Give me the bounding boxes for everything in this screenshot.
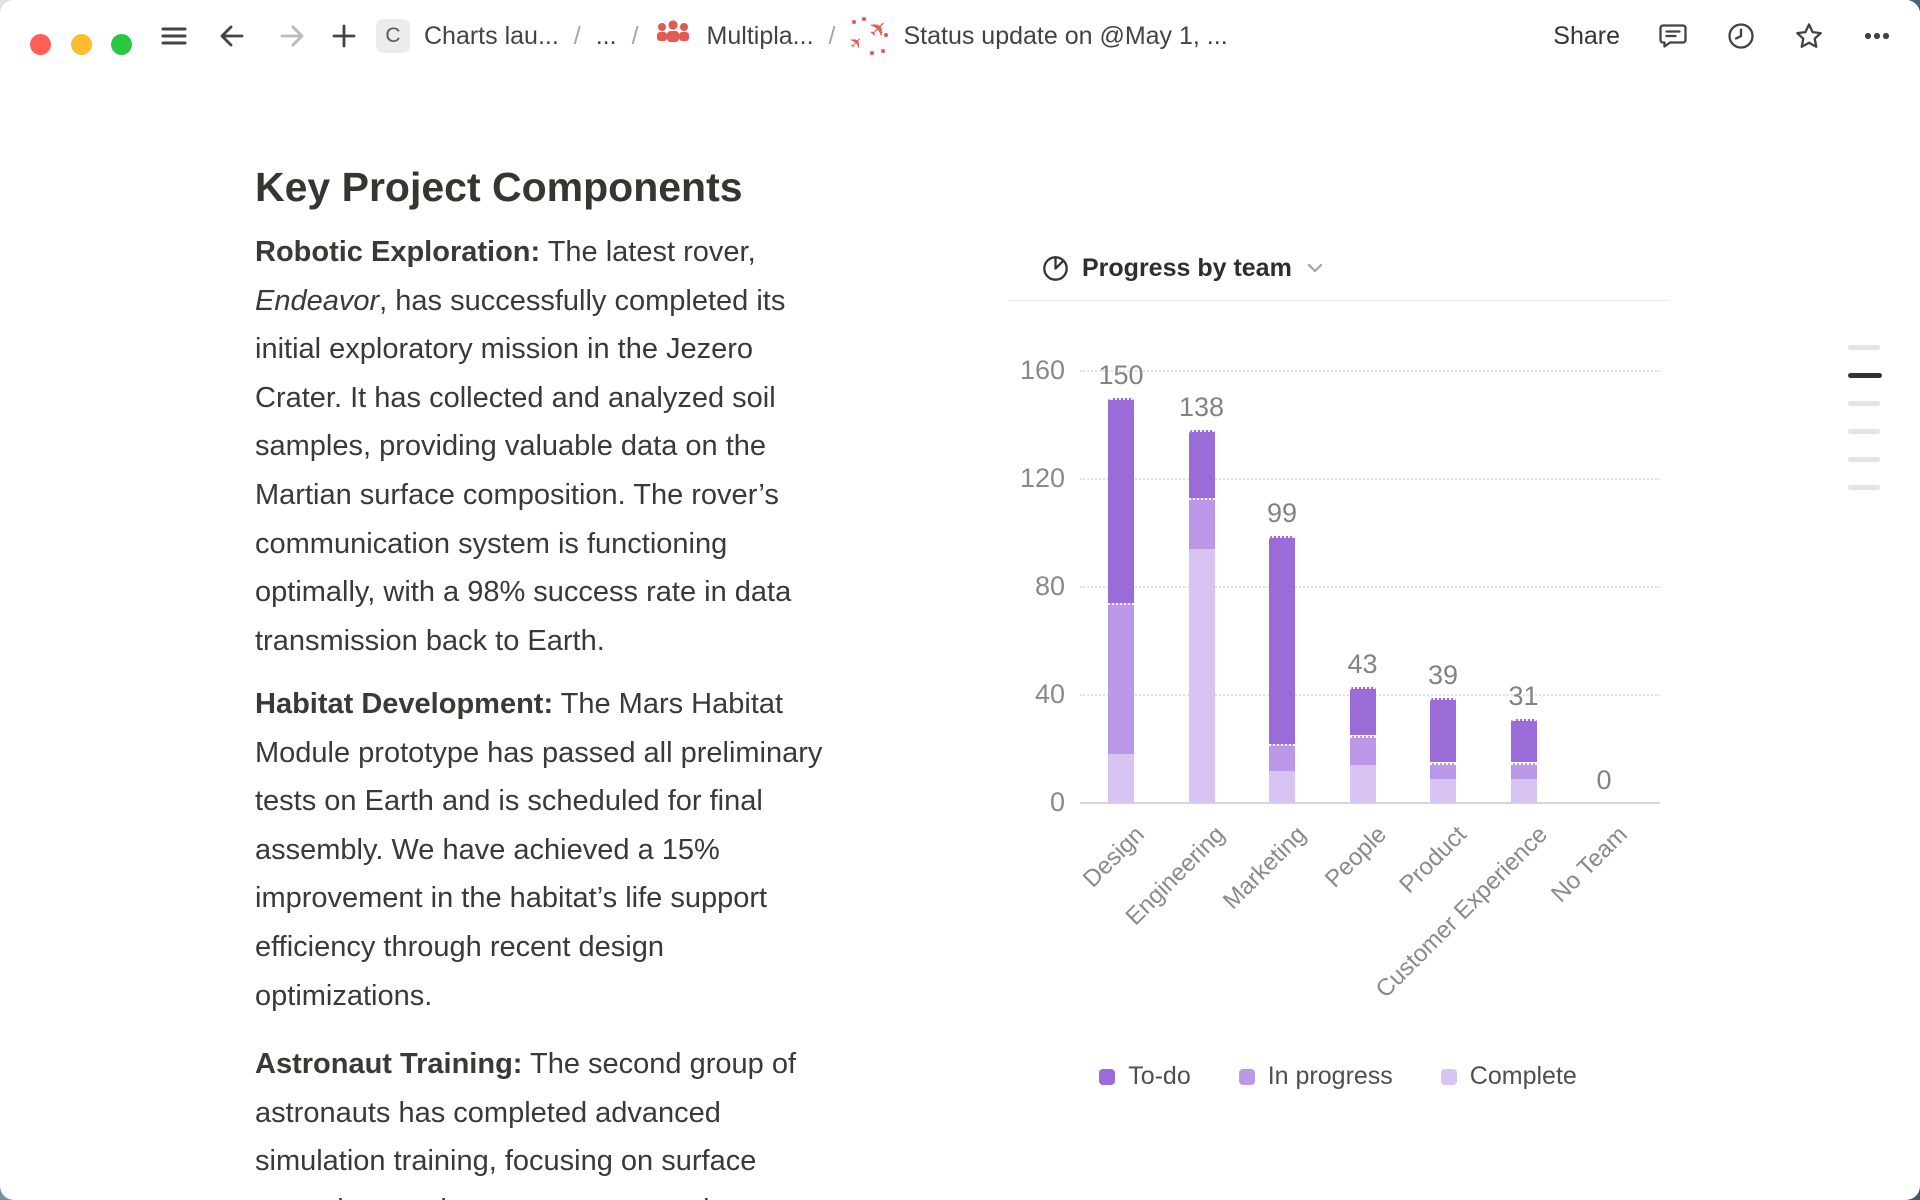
bar-segment-complete[interactable]: [1510, 778, 1537, 803]
traffic-light-close-button[interactable]: [30, 34, 51, 55]
legend-swatch: [1238, 1068, 1255, 1085]
legend-label: In progress: [1267, 1062, 1393, 1090]
text-block[interactable]: Habitat Development: The Mars Habitat Mod…: [255, 688, 823, 1012]
x-axis-category-label: Design: [1078, 821, 1151, 893]
page-planes-icon: ✈ ✈: [845, 14, 895, 55]
grid-line: [1080, 478, 1660, 480]
breadcrumb: Charts lau... / ... / Multipla... / ✈ ✈ S…: [424, 0, 1228, 72]
pie-chart-icon: [1042, 255, 1069, 282]
legend-label: Complete: [1469, 1062, 1577, 1090]
more-options-icon[interactable]: [1862, 21, 1892, 51]
legend-item[interactable]: To-do: [1099, 1062, 1191, 1091]
bar-segment-to-do[interactable]: [1510, 719, 1537, 763]
sidebar-toggle-icon[interactable]: [160, 22, 188, 50]
forward-arrow-icon[interactable]: [278, 22, 306, 50]
bar-total-label: 39: [1427, 659, 1459, 690]
breadcrumb-separator: /: [828, 21, 836, 50]
traffic-light-minimize-button[interactable]: [71, 34, 92, 55]
history-clock-icon[interactable]: [1726, 21, 1756, 51]
bar-total-label: 99: [1266, 497, 1298, 528]
grid-line: [1080, 802, 1660, 804]
bar-total-label: 138: [1178, 392, 1225, 423]
page-section-heading[interactable]: Key Project Components: [255, 164, 743, 211]
bar-total-label: 0: [1596, 765, 1612, 795]
legend-swatch: [1440, 1068, 1457, 1085]
legend-swatch: [1099, 1068, 1116, 1085]
titlebar: C Charts lau... / ... / Multipla... / ✈ ✈…: [0, 0, 1920, 72]
bar-segment-in-progress[interactable]: [1269, 743, 1295, 771]
share-button[interactable]: Share: [1553, 21, 1620, 50]
y-axis-tick-label: 80: [1034, 571, 1065, 601]
chevron-down-icon[interactable]: [1305, 258, 1325, 278]
grid-line: [1080, 370, 1660, 372]
text-block[interactable]: Robotic Exploration: The latest rover, En…: [255, 236, 792, 657]
breadcrumb-item-workspace[interactable]: Charts lau...: [424, 21, 559, 50]
bar-total-label: 43: [1347, 648, 1378, 679]
text-block[interactable]: Astronaut Training: The second group of a…: [255, 1048, 796, 1200]
outline-line[interactable]: [1848, 345, 1880, 350]
bar-segment-in-progress[interactable]: [1430, 762, 1456, 779]
breadcrumb-item-parent-page[interactable]: Multipla...: [706, 21, 814, 50]
bar-segment-in-progress[interactable]: [1108, 603, 1134, 755]
breadcrumb-item-collapsed[interactable]: ...: [595, 21, 617, 50]
back-arrow-icon[interactable]: [218, 22, 246, 50]
legend-item[interactable]: Complete: [1440, 1062, 1577, 1091]
bar-segment-complete[interactable]: [1349, 765, 1376, 803]
comments-icon[interactable]: [1658, 21, 1688, 51]
bar-segment-to-do[interactable]: [1108, 398, 1134, 604]
page-outline-indicator: [1848, 345, 1884, 513]
traffic-light-zoom-button[interactable]: [111, 34, 132, 55]
legend-label: To-do: [1128, 1062, 1191, 1090]
outline-line[interactable]: [1848, 429, 1880, 434]
x-axis-category-label: People: [1319, 821, 1392, 893]
x-axis-category-label: Product: [1394, 821, 1473, 899]
bar-segment-to-do[interactable]: [1430, 697, 1456, 763]
breadcrumb-separator: /: [631, 21, 639, 50]
outline-line[interactable]: [1848, 457, 1880, 462]
bar-segment-complete[interactable]: [1188, 549, 1215, 803]
bar-segment-to-do[interactable]: [1188, 430, 1215, 498]
workspace-avatar[interactable]: C: [376, 19, 410, 53]
chart-title[interactable]: Progress by team: [1082, 253, 1292, 282]
legend-item[interactable]: In progress: [1238, 1062, 1393, 1091]
outline-line[interactable]: [1848, 401, 1880, 406]
bar-total-label: 150: [1098, 360, 1144, 390]
bar-segment-in-progress[interactable]: [1188, 497, 1215, 550]
y-axis-tick-label: 40: [1034, 679, 1065, 709]
y-axis-tick-label: 0: [1049, 787, 1065, 817]
team-members-icon: [654, 18, 692, 55]
progress-chart-widget: Progress by team To-do In progress Complet…: [1008, 240, 1668, 1160]
bar-segment-to-do[interactable]: [1269, 535, 1295, 744]
x-axis-category-label: No Team: [1546, 821, 1634, 908]
outline-line[interactable]: [1848, 373, 1882, 378]
x-axis-category-label: Marketing: [1217, 821, 1312, 915]
bar-segment-complete[interactable]: [1430, 778, 1456, 803]
bar-segment-to-do[interactable]: [1349, 686, 1376, 736]
breadcrumb-separator: /: [573, 21, 581, 50]
bar-segment-in-progress[interactable]: [1349, 735, 1376, 766]
breadcrumb-item-current-page[interactable]: Status update on @May 1, ...: [903, 21, 1228, 50]
bar-total-label: 31: [1508, 681, 1539, 712]
bar-segment-in-progress[interactable]: [1510, 762, 1537, 779]
new-tab-plus-icon[interactable]: [330, 22, 358, 50]
outline-line[interactable]: [1848, 485, 1880, 490]
y-axis-tick-label: 120: [1019, 463, 1065, 493]
chart-legend: To-do In progress Complete: [1008, 1062, 1668, 1091]
grid-line: [1080, 586, 1660, 588]
chart-header-divider: [1008, 300, 1668, 301]
y-axis-tick-label: 160: [1019, 355, 1065, 385]
bar-segment-complete[interactable]: [1269, 770, 1295, 803]
favorite-star-icon[interactable]: [1794, 21, 1824, 51]
bar-segment-complete[interactable]: [1108, 754, 1134, 803]
